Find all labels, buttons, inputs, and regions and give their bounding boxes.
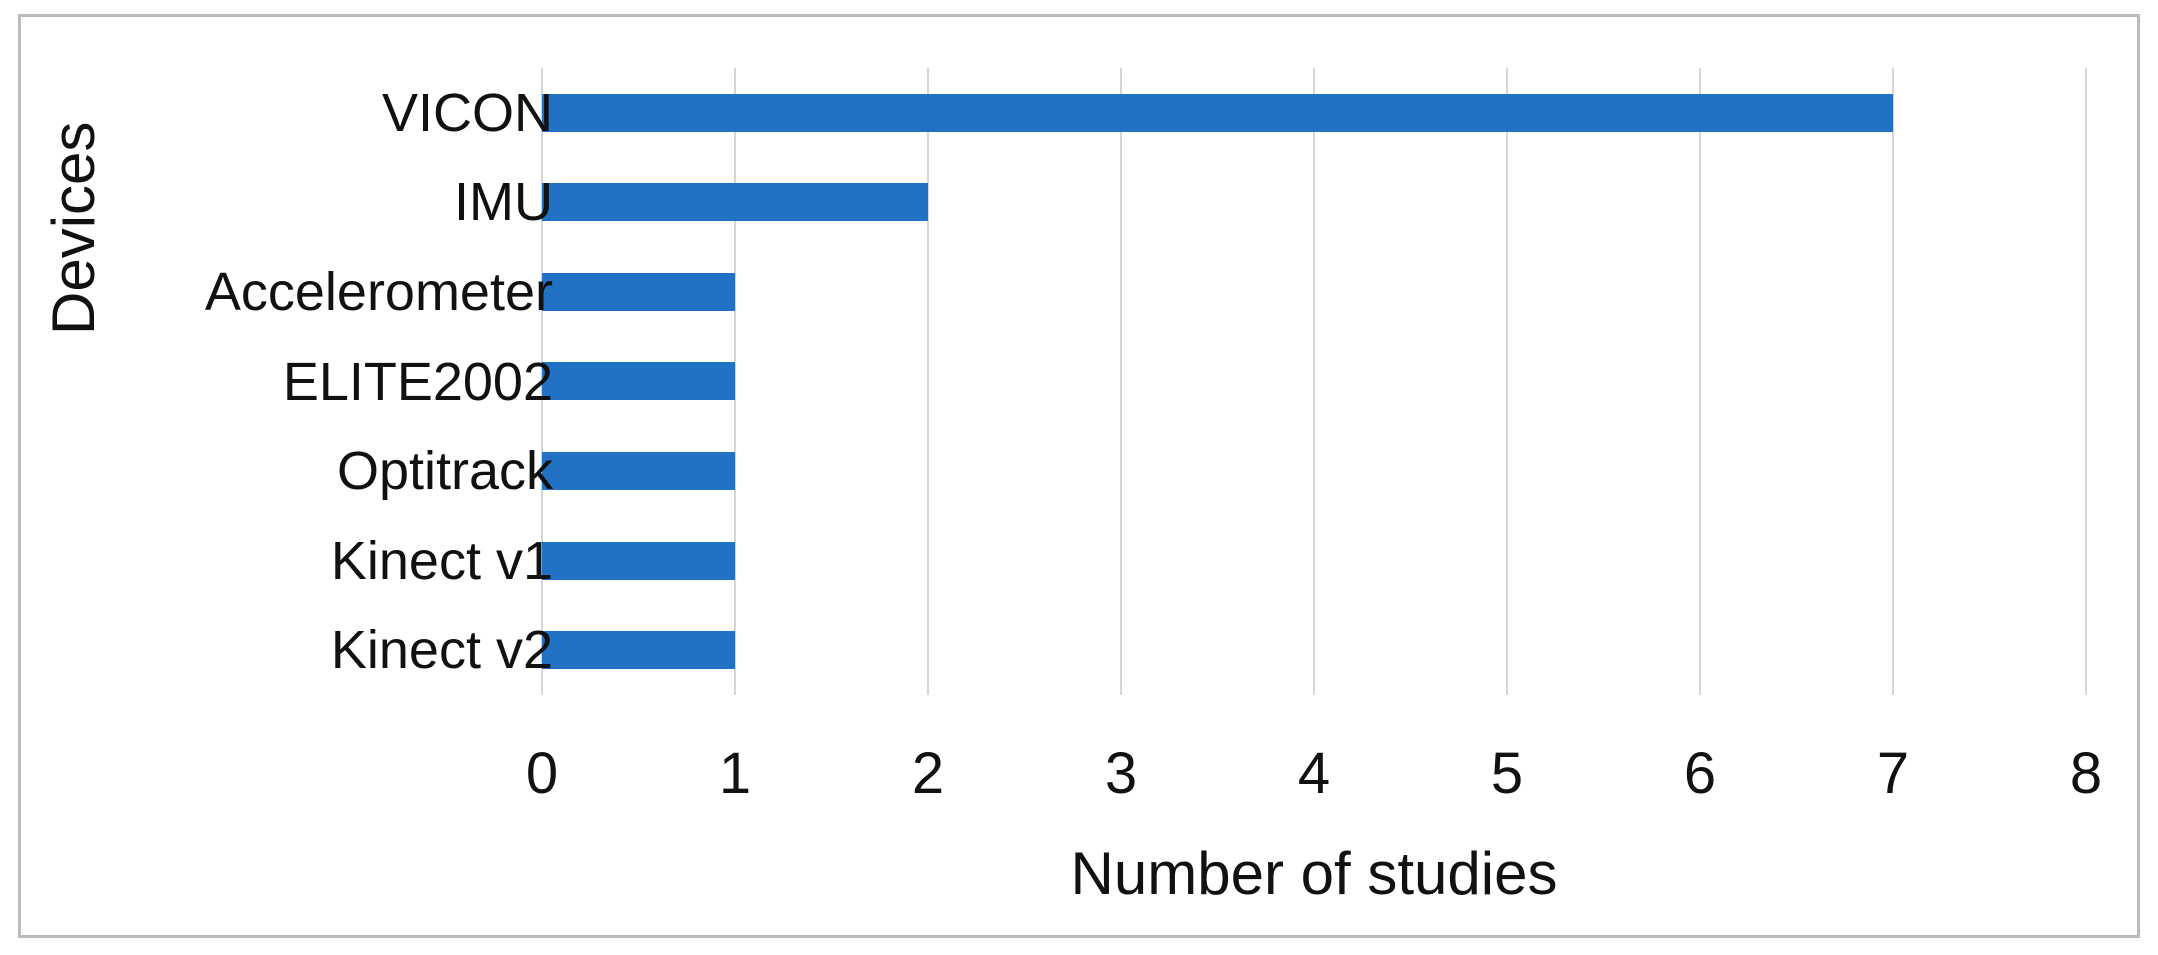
bar-vicon [542,93,1893,132]
chart-frame: Devices 0 1 2 3 4 5 6 7 8 Number of studies VICO… [18,14,2140,938]
bar-row [542,158,2086,248]
category-label-accelerometer: Accelerometer [204,261,553,322]
gridline-x-4 [1313,68,1315,695]
bar-row [542,516,2086,606]
gridline-x-7 [1892,68,1894,695]
x-tick-label-5: 5 [1490,741,1524,806]
x-tick-label-0: 0 [525,741,559,806]
bar-optitrack [542,452,735,491]
bar-row [542,605,2086,695]
x-tick-label-7: 7 [1876,741,1910,806]
bar-elite2002 [542,362,735,401]
category-label-elite2002: ELITE2002 [282,351,553,412]
bar-row [542,247,2086,337]
bar-row [542,337,2086,427]
x-axis-title: Number of studies [1070,840,1558,907]
plot-area [541,68,2087,695]
bar-accelerometer [542,272,735,311]
x-tick-label-1: 1 [718,741,752,806]
x-tick-label-8: 8 [2069,741,2103,806]
category-label-vicon: VICON [381,82,553,143]
bar-row [542,426,2086,516]
category-label-imu: IMU [454,172,553,233]
bar-kinect-v2 [542,631,735,670]
bar-kinect-v1 [542,541,735,580]
category-label-optitrack: Optitrack [336,441,553,502]
gridline-x-1 [734,68,736,695]
gridline-x-3 [1120,68,1122,695]
bar-imu [542,183,928,222]
gridline-x-2 [927,68,929,695]
bar-row [542,68,2086,158]
y-axis-title: Devices [40,121,107,335]
x-tick-label-3: 3 [1104,741,1138,806]
category-label-kinect-v1: Kinect v1 [330,530,553,591]
x-tick-label-4: 4 [1297,741,1331,806]
x-tick-label-2: 2 [911,741,945,806]
gridline-x-6 [1699,68,1701,695]
gridline-x-8 [2085,68,2087,695]
gridline-x-5 [1506,68,1508,695]
category-label-kinect-v2: Kinect v2 [330,620,553,681]
x-tick-label-6: 6 [1683,741,1717,806]
